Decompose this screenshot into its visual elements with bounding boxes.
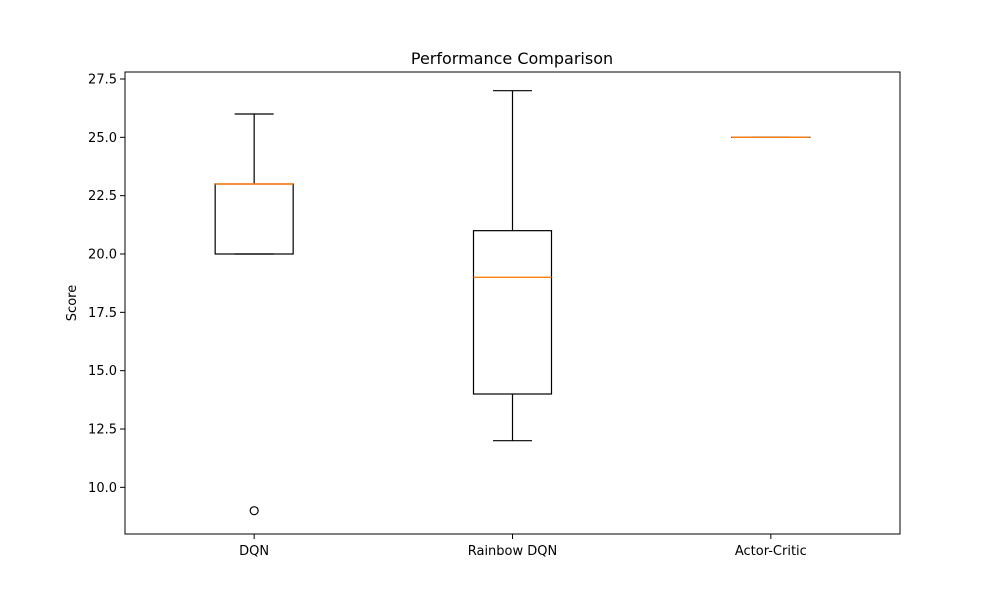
box-rainbow-dqn [472, 90, 553, 442]
x-axis: DQN Rainbow DQN Actor-Critic [239, 534, 807, 559]
y-tick-label: 20.0 [88, 248, 117, 263]
y-tick-label: 27.5 [88, 73, 117, 88]
interquartile-box [214, 183, 294, 255]
x-tick-label: Rainbow DQN [468, 544, 558, 559]
y-tick-label: 12.5 [88, 423, 117, 438]
x-tick-label: Actor-Critic [735, 544, 807, 559]
y-axis: 10.0 12.5 15.0 17.5 20.0 22.5 25.0 27.5 [88, 73, 125, 496]
y-tick-label: 15.0 [88, 364, 117, 379]
box-series [214, 90, 811, 516]
chart-title: Performance Comparison [411, 49, 613, 68]
y-axis-label: Score [65, 285, 80, 321]
y-tick-label: 25.0 [88, 131, 117, 146]
y-tick-label: 17.5 [88, 306, 117, 321]
y-tick-label: 22.5 [88, 189, 117, 204]
x-tick-label: DQN [239, 544, 269, 559]
y-tick-label: 10.0 [88, 481, 117, 496]
box-dqn [214, 113, 294, 516]
outlier-point [249, 506, 259, 516]
interquartile-box [472, 230, 553, 395]
